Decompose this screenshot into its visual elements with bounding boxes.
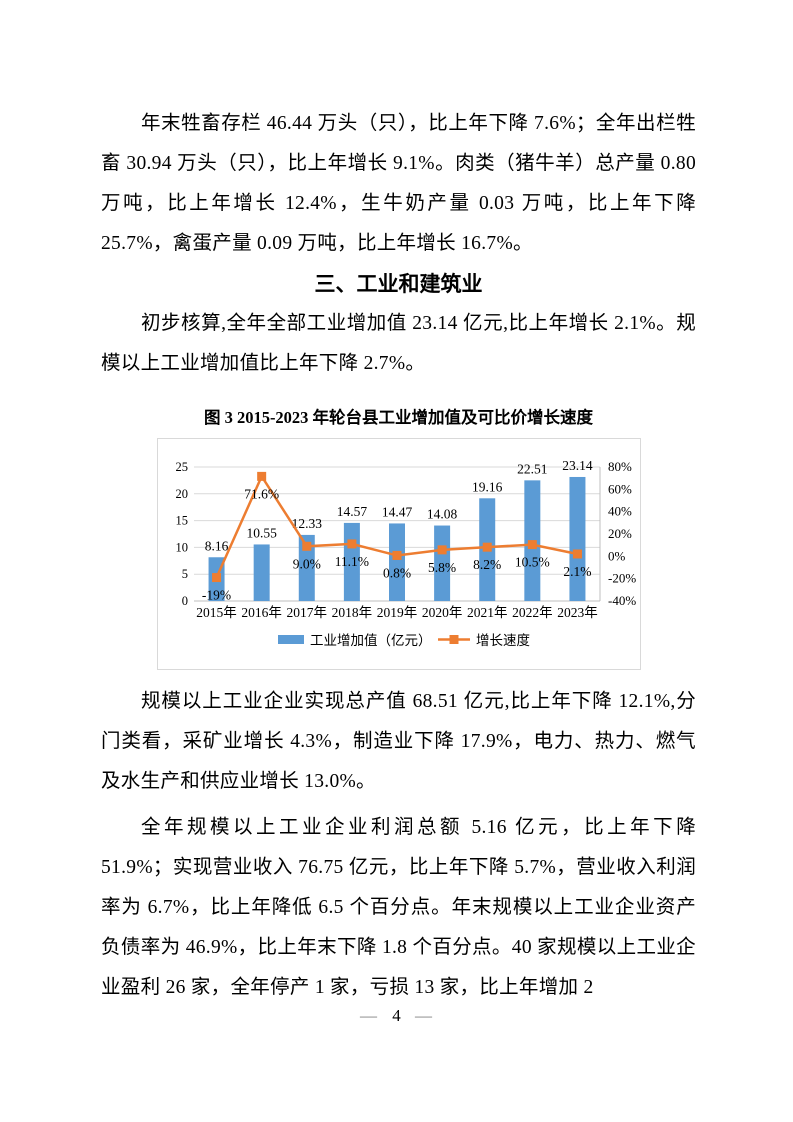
x-axis-tick: 2016年	[241, 605, 282, 620]
x-axis-tick: 2015年	[196, 605, 237, 620]
x-axis-tick: 2021年	[466, 605, 507, 620]
legend-line-label: 增长速度	[476, 633, 530, 648]
right-axis-tick: 20%	[608, 526, 632, 541]
industry-chart: 0 5 10 15 20 25 -40% -20% 0% 20% 40% 60% 80% 8.16 2015…	[156, 438, 641, 670]
line-marker	[211, 573, 221, 583]
paragraph-livestock: 年末牲畜存栏 46.44 万头（只），比上年下降 7.6%；全年出栏牲畜 30.…	[101, 113, 696, 254]
x-axis-tick: 2017年	[286, 605, 327, 620]
bar	[568, 476, 585, 601]
left-axis-tick: 10	[175, 540, 188, 554]
left-axis-tick: 20	[175, 487, 188, 501]
legend-bar-label: 工业增加值（亿元）	[310, 633, 432, 648]
line-value-label: 9.0%	[292, 556, 320, 571]
line-value-label: 8.2%	[473, 557, 501, 572]
line-marker	[301, 541, 311, 551]
paragraph-output-value: 规模以上工业企业实现总产值 68.51 亿元,比上年下降 12.1%,分门类看，…	[101, 691, 696, 792]
bar-value-label: 12.33	[291, 516, 322, 531]
page-number-value: 4	[392, 1006, 401, 1025]
bar-value-label: 8.16	[204, 538, 228, 553]
line-marker	[256, 471, 266, 481]
left-axis-tick: 25	[175, 460, 188, 474]
line-value-label: 71.6%	[244, 486, 279, 501]
line-value-label: 11.1%	[334, 554, 368, 569]
right-axis-tick: -20%	[608, 571, 636, 586]
line-marker	[392, 550, 401, 560]
bar	[298, 534, 315, 601]
line-value-label: -19%	[201, 588, 230, 603]
paragraph-profit: 全年规模以上工业企业利润总额 5.16 亿元，比上年下降 51.9%；实现营业收…	[101, 817, 696, 998]
bar-value-label: 22.51	[517, 461, 547, 476]
line-marker	[346, 539, 356, 549]
line-marker	[482, 542, 492, 552]
line-value-label: 5.8%	[428, 560, 456, 575]
bar-value-label: 23.14	[562, 458, 593, 473]
bar	[433, 525, 450, 601]
right-axis-tick: 80%	[608, 459, 632, 474]
right-axis-tick: 40%	[608, 504, 632, 519]
left-axis-tick: 0	[181, 594, 187, 608]
x-axis-tick: 2019年	[376, 605, 417, 620]
x-axis-tick: 2023年	[557, 605, 598, 620]
line-value-label: 2.1%	[563, 564, 591, 579]
line-marker	[572, 549, 582, 559]
left-axis-tick: 15	[175, 514, 188, 528]
right-axis-tick: -40%	[608, 593, 636, 608]
bar-value-label: 19.16	[472, 479, 503, 494]
bar	[253, 544, 270, 601]
legend-bar-swatch	[277, 635, 304, 644]
x-axis-tick: 2018年	[331, 605, 372, 620]
page-number-dash-right: —	[415, 1006, 433, 1025]
x-axis-tick: 2022年	[512, 605, 553, 620]
chart-title: 图 3 2015-2023 年轮台县工业增加值及可比价增长速度	[203, 408, 594, 427]
page-number: — 4 —	[0, 1006, 793, 1026]
legend-line-marker	[449, 635, 458, 644]
right-axis-tick: 0%	[608, 548, 626, 563]
line-value-label: 10.5%	[514, 555, 549, 570]
left-axis-tick: 5	[181, 567, 187, 581]
industry-chart-svg: 0 5 10 15 20 25 -40% -20% 0% 20% 40% 60% 80% 8.16 2015…	[175, 458, 636, 648]
bar	[388, 523, 405, 601]
line-marker	[437, 545, 447, 555]
bar-value-label: 14.57	[336, 504, 367, 519]
bar-value-label: 10.55	[246, 525, 277, 540]
bar-value-label: 14.08	[426, 507, 457, 522]
paragraph-industry-overview: 初步核算,全年全部工业增加值 23.14 亿元,比上年增长 2.1%。规模以上工…	[101, 313, 696, 374]
line-marker	[527, 540, 537, 550]
section-heading: 三、工业和建筑业	[314, 272, 483, 296]
page-number-dash-left: —	[360, 1006, 378, 1025]
bar-value-label: 14.47	[381, 504, 412, 519]
line-value-label: 0.8%	[382, 565, 410, 580]
right-axis-tick: 60%	[608, 481, 632, 496]
x-axis-tick: 2020年	[421, 605, 462, 620]
